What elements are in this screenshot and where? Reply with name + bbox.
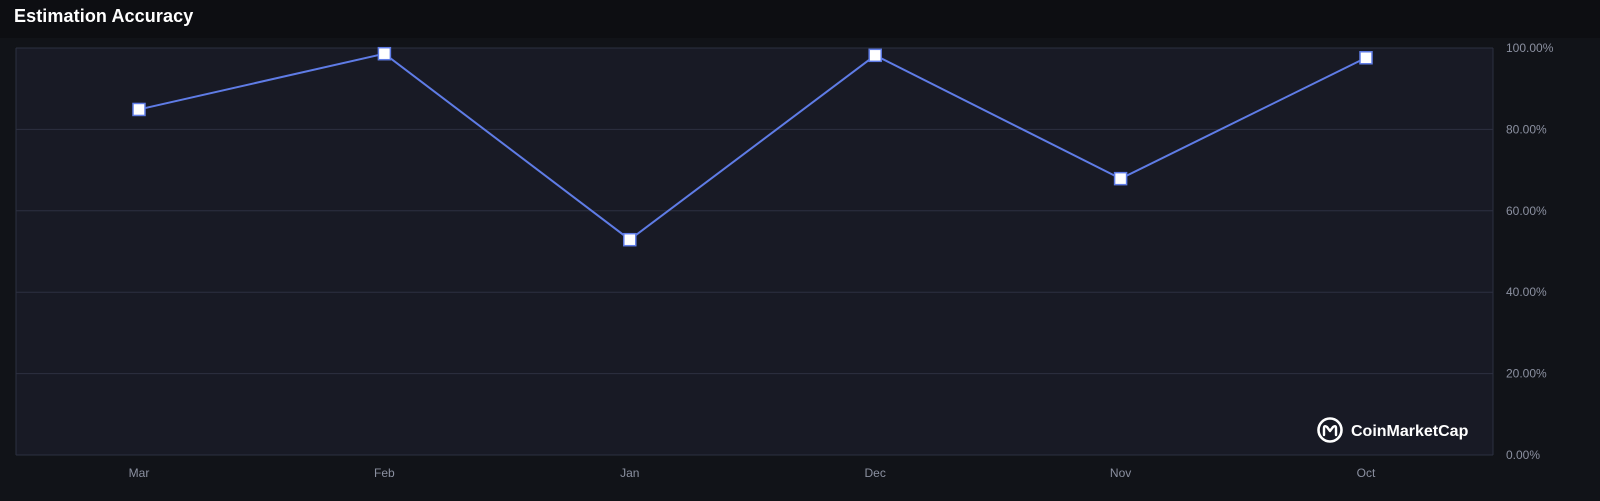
x-tick-label: Nov: [1110, 466, 1131, 480]
page-title: Estimation Accuracy: [14, 6, 194, 26]
y-tick-label: 0.00%: [1506, 448, 1540, 462]
data-point-marker[interactable]: [377, 46, 392, 61]
brand-name: CoinMarketCap: [1351, 423, 1469, 440]
data-point-marker[interactable]: [623, 232, 637, 247]
y-tick-label: 60.00%: [1506, 204, 1547, 218]
x-tick-label: Feb: [374, 466, 395, 480]
data-point-marker[interactable]: [1113, 171, 1128, 186]
data-point-marker[interactable]: [1359, 51, 1373, 65]
x-tick-label: Oct: [1357, 466, 1376, 480]
data-point-marker[interactable]: [132, 102, 146, 117]
y-tick-label: 80.00%: [1506, 122, 1547, 136]
accuracy-line-chart: 0.00% 20.00% 40.00% 60.00% 80.00% 100.00% Mar…: [15, 41, 1554, 480]
chart-container: 0.00% 20.00% 40.00% 60.00% 80.00% 100.00% Mar…: [0, 38, 1600, 501]
brand-watermark: CoinMarketCap: [1317, 417, 1469, 443]
coinmarketcap-logo-icon: [1317, 417, 1343, 443]
x-tick-label: Dec: [865, 466, 886, 480]
x-axis-ticks: Mar Feb Jan Dec Nov Oct: [129, 466, 1376, 480]
y-axis-ticks: 0.00% 20.00% 40.00% 60.00% 80.00% 100.00%: [1506, 41, 1554, 462]
series-line: [138, 52, 1367, 241]
series-markers: [132, 46, 1373, 247]
y-tick-label: 100.00%: [1506, 41, 1554, 55]
x-tick-label: Mar: [129, 466, 150, 480]
chart-header: Estimation Accuracy: [0, 0, 1600, 38]
plot-area: [16, 48, 1493, 455]
y-tick-label: 20.00%: [1506, 367, 1547, 381]
y-tick-label: 40.00%: [1506, 285, 1547, 299]
grid-lines: [15, 47, 1494, 456]
data-point-marker[interactable]: [868, 48, 882, 63]
x-tick-label: Jan: [620, 466, 639, 480]
